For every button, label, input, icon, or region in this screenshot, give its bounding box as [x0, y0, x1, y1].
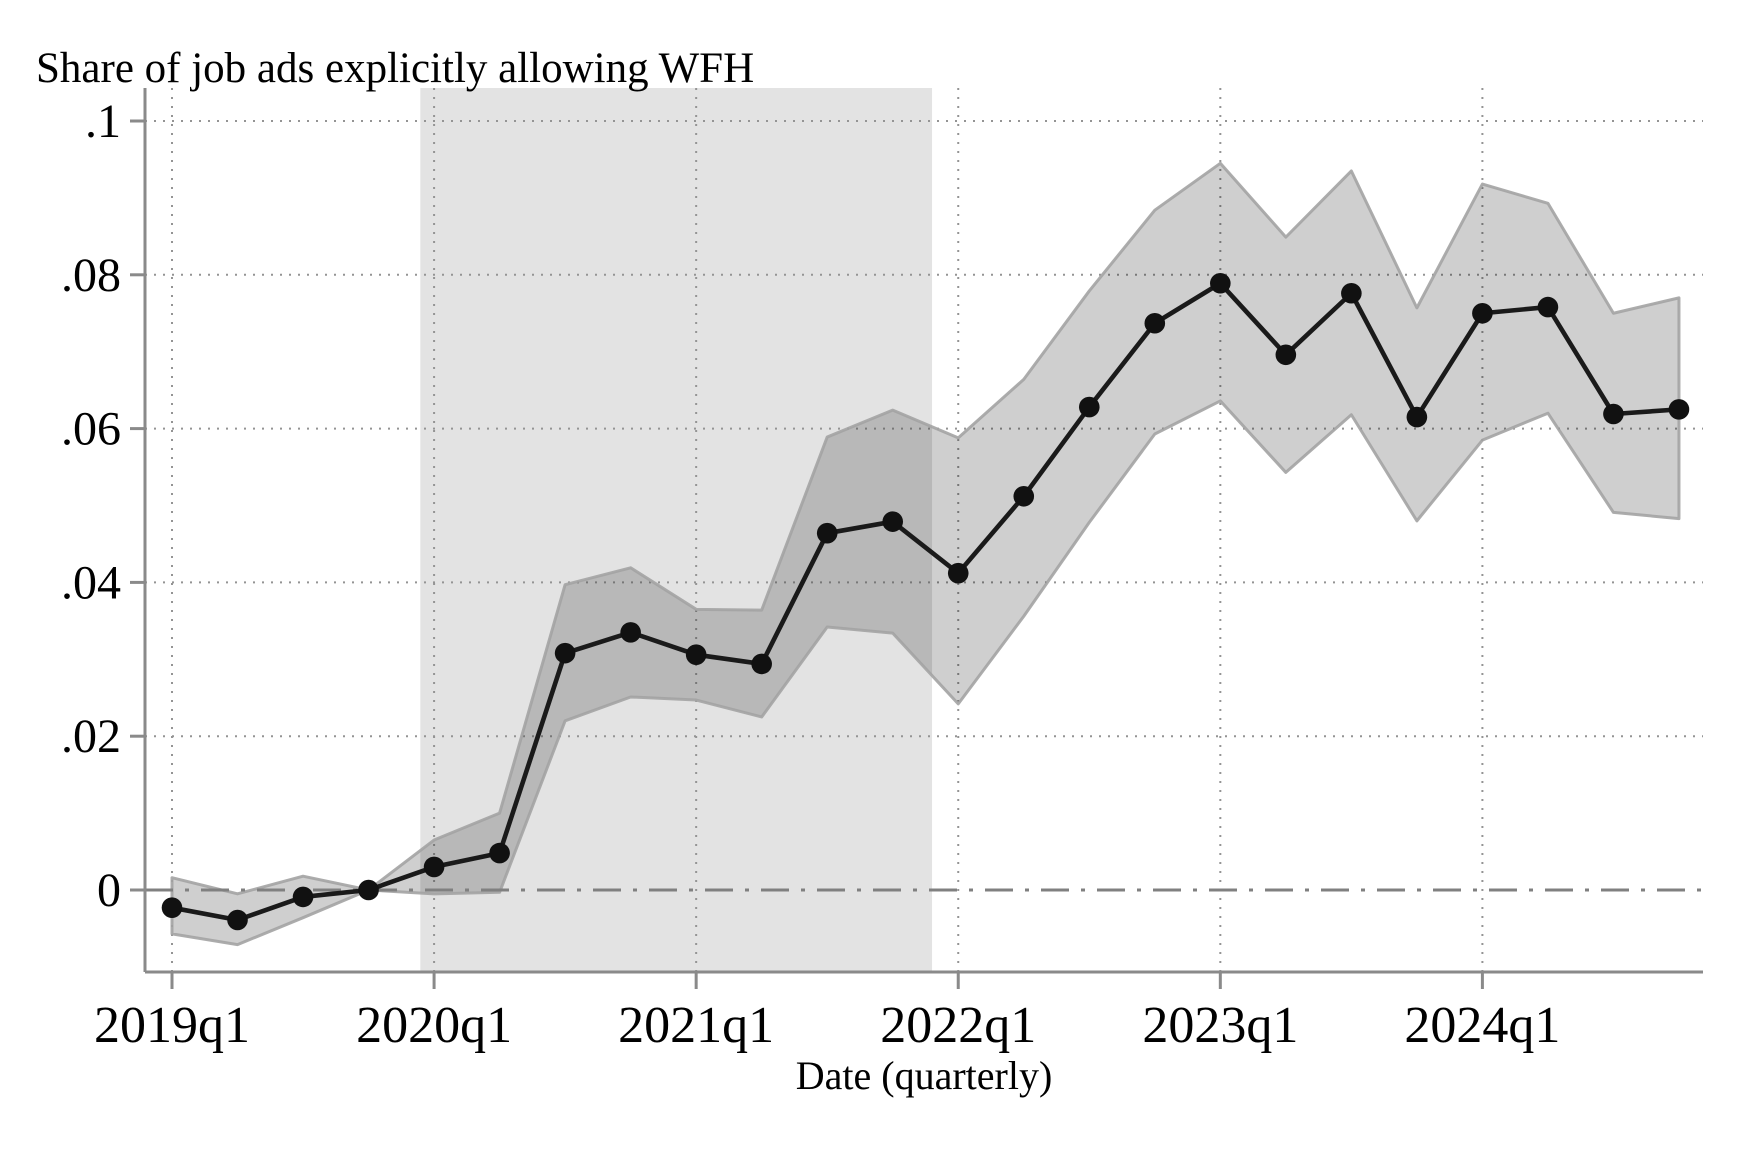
data-point-marker [947, 562, 969, 584]
data-point-marker [227, 909, 248, 931]
estimate-polyline [169, 280, 1682, 923]
data-point-marker [1013, 485, 1035, 507]
x-axis-title: Date (quarterly) [795, 1053, 1053, 1098]
chart-title: Share of job ads explicitly allowing WFH [36, 45, 755, 92]
confidence-band [170, 161, 1681, 947]
data-point-marker [161, 897, 183, 918]
axes [130, 88, 1703, 989]
y-tick-labels: 0 .02 .04 .06 .08 .1 [61, 95, 121, 917]
x-tick-label: 2021q1 [618, 997, 774, 1054]
data-point-marker [1078, 396, 1100, 418]
data-point-marker [554, 642, 576, 664]
data-point-marker [1472, 302, 1493, 324]
data-point-marker [292, 886, 314, 908]
data-point-marker [1210, 272, 1231, 294]
data-point-marker [358, 879, 379, 901]
data-point-marker [1668, 399, 1690, 420]
data-point-marker [1406, 406, 1428, 428]
x-tick-label: 2024q1 [1404, 997, 1560, 1054]
y-tick-label: .08 [61, 249, 121, 302]
data-point-marker [1275, 344, 1297, 366]
y-tick-label: .06 [61, 403, 121, 456]
data-point-marker [489, 842, 510, 864]
vertical-gridlines [171, 88, 1484, 972]
data-point-marker [1341, 282, 1362, 304]
y-tick-label: .02 [61, 710, 121, 763]
y-tick-label: 0 [97, 864, 121, 917]
data-point-marker [1603, 403, 1624, 425]
x-tick-label: 2023q1 [1142, 997, 1298, 1054]
y-tick-label: .1 [85, 95, 121, 148]
estimate-markers [161, 272, 1690, 931]
data-point-marker [882, 511, 904, 532]
data-point-marker [620, 622, 641, 643]
estimate-line [169, 280, 1682, 923]
data-point-marker [1537, 296, 1559, 318]
confidence-band-area [170, 161, 1681, 947]
data-point-marker [751, 653, 772, 675]
data-point-marker [685, 644, 707, 665]
x-tick-label: 2019q1 [94, 997, 250, 1054]
x-tick-label: 2020q1 [356, 997, 512, 1054]
x-tick-labels: 2019q1 2020q1 2021q1 2022q1 2023q1 2024q1 [94, 997, 1560, 1054]
y-tick-label: .04 [61, 556, 121, 609]
data-point-marker [1144, 312, 1166, 334]
data-point-marker [816, 522, 838, 544]
data-point-marker [423, 856, 445, 878]
x-tick-label: 2022q1 [880, 997, 1036, 1054]
